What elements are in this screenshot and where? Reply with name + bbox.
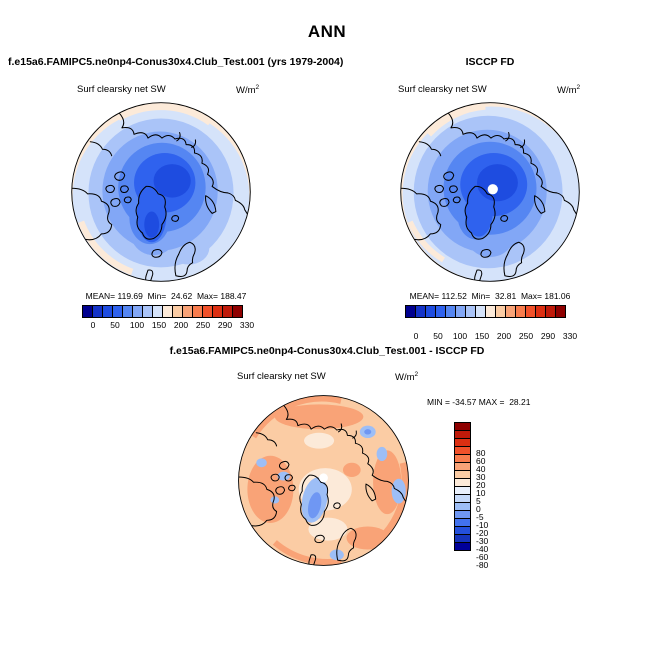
colorbar-segment (454, 542, 471, 551)
colorbar-tick-label: 100 (452, 331, 468, 341)
diff-colorbar-ticks: 80 60 40 30 20 10 5 0 -5 -10 -20 -30 -40 -60 -80 (476, 444, 506, 589)
colorbar-tick-label: 200 (173, 320, 189, 330)
obs-stats: MEAN= 112.52 Min= 32.81 Max= 181.06 (409, 291, 571, 301)
diff-units-exponent: 2 (414, 371, 419, 378)
model-colorbar-ticks: 0 50 100 150 200 250 290 330 (82, 320, 258, 331)
colorbar-tick-label: -40 (476, 544, 489, 554)
colorbar-tick-label: 30 (476, 472, 486, 482)
colorbar-tick-label: 290 (217, 320, 233, 330)
model-units-base: W/m (236, 85, 256, 97)
colorbar-tick-label: -10 (476, 520, 489, 530)
diff-units-base: W/m (395, 372, 415, 384)
colorbar-tick-label: 330 (239, 320, 255, 330)
diff-polar-map (238, 395, 409, 566)
obs-polar-map (400, 102, 580, 282)
model-subtitle: f.e15a6.FAMIPC5.ne0np4-Conus30x4.Club_Te… (8, 56, 344, 68)
diff-units-label: W/m2 (395, 371, 418, 383)
colorbar-tick-label: 150 (474, 331, 490, 341)
colorbar-tick-label: 250 (518, 331, 534, 341)
model-units-exponent: 2 (255, 84, 260, 91)
map-outline (238, 395, 409, 566)
obs-field-label: Surf clearsky net SW (398, 84, 487, 95)
obs-colorbar-ticks: 0 50 100 150 200 250 290 330 (405, 331, 581, 342)
colorbar-tick-label: 0 (413, 331, 419, 341)
colorbar-tick-label: 80 (476, 448, 486, 458)
model-stats: MEAN= 119.69 Min= 24.62 Max= 188.47 (85, 291, 247, 301)
pole-missing-data-dot (319, 473, 328, 483)
colorbar-tick-label: 60 (476, 456, 486, 466)
model-units-label: W/m2 (236, 84, 259, 96)
colorbar-tick-label: 330 (562, 331, 578, 341)
colorbar-tick-label: 200 (496, 331, 512, 341)
colorbar-tick-label: 5 (476, 496, 481, 506)
diff-stats: MIN = -34.57 MAX = 28.21 (427, 397, 531, 407)
pole-missing-data-dot (487, 184, 498, 195)
colorbar-tick-label: -5 (476, 512, 484, 522)
obs-units-base: W/m (557, 85, 577, 97)
colorbar-tick-label: -60 (476, 552, 489, 562)
diff-colorbar (454, 422, 471, 551)
obs-subtitle: ISCCP FD (465, 56, 515, 68)
model-field-label: Surf clearsky net SW (77, 84, 166, 95)
colorbar-tick-label: 10 (476, 488, 486, 498)
model-polar-map (71, 102, 251, 282)
colorbar-tick-label: 20 (476, 480, 486, 490)
colorbar-tick-label: 150 (151, 320, 167, 330)
colorbar-tick-label: -30 (476, 536, 489, 546)
colorbar-tick-label: 50 (110, 320, 120, 330)
page-title: ANN (307, 22, 347, 41)
diff-title: f.e15a6.FAMIPC5.ne0np4-Conus30x4.Club_Te… (169, 345, 485, 357)
model-colorbar (82, 305, 243, 318)
obs-units-label: W/m2 (557, 84, 580, 96)
colorbar-segment (232, 305, 243, 318)
colorbar-tick-label: 100 (129, 320, 145, 330)
colorbar-tick-label: 50 (433, 331, 443, 341)
colorbar-tick-label: 290 (540, 331, 556, 341)
model-contour-fill (71, 102, 251, 282)
map-outline (400, 102, 580, 282)
colorbar-tick-label: -20 (476, 528, 489, 538)
obs-contour-fill (400, 102, 580, 282)
colorbar-tick-label: -80 (476, 560, 489, 570)
colorbar-tick-label: 0 (476, 504, 481, 514)
colorbar-tick-label: 40 (476, 464, 486, 474)
diff-contour-fill (238, 395, 409, 566)
colorbar-tick-label: 0 (90, 320, 96, 330)
obs-units-exponent: 2 (576, 84, 581, 91)
map-outline (71, 102, 251, 282)
colorbar-tick-label: 250 (195, 320, 211, 330)
diff-field-label: Surf clearsky net SW (237, 371, 326, 382)
obs-colorbar (405, 305, 566, 318)
colorbar-segment (555, 305, 566, 318)
